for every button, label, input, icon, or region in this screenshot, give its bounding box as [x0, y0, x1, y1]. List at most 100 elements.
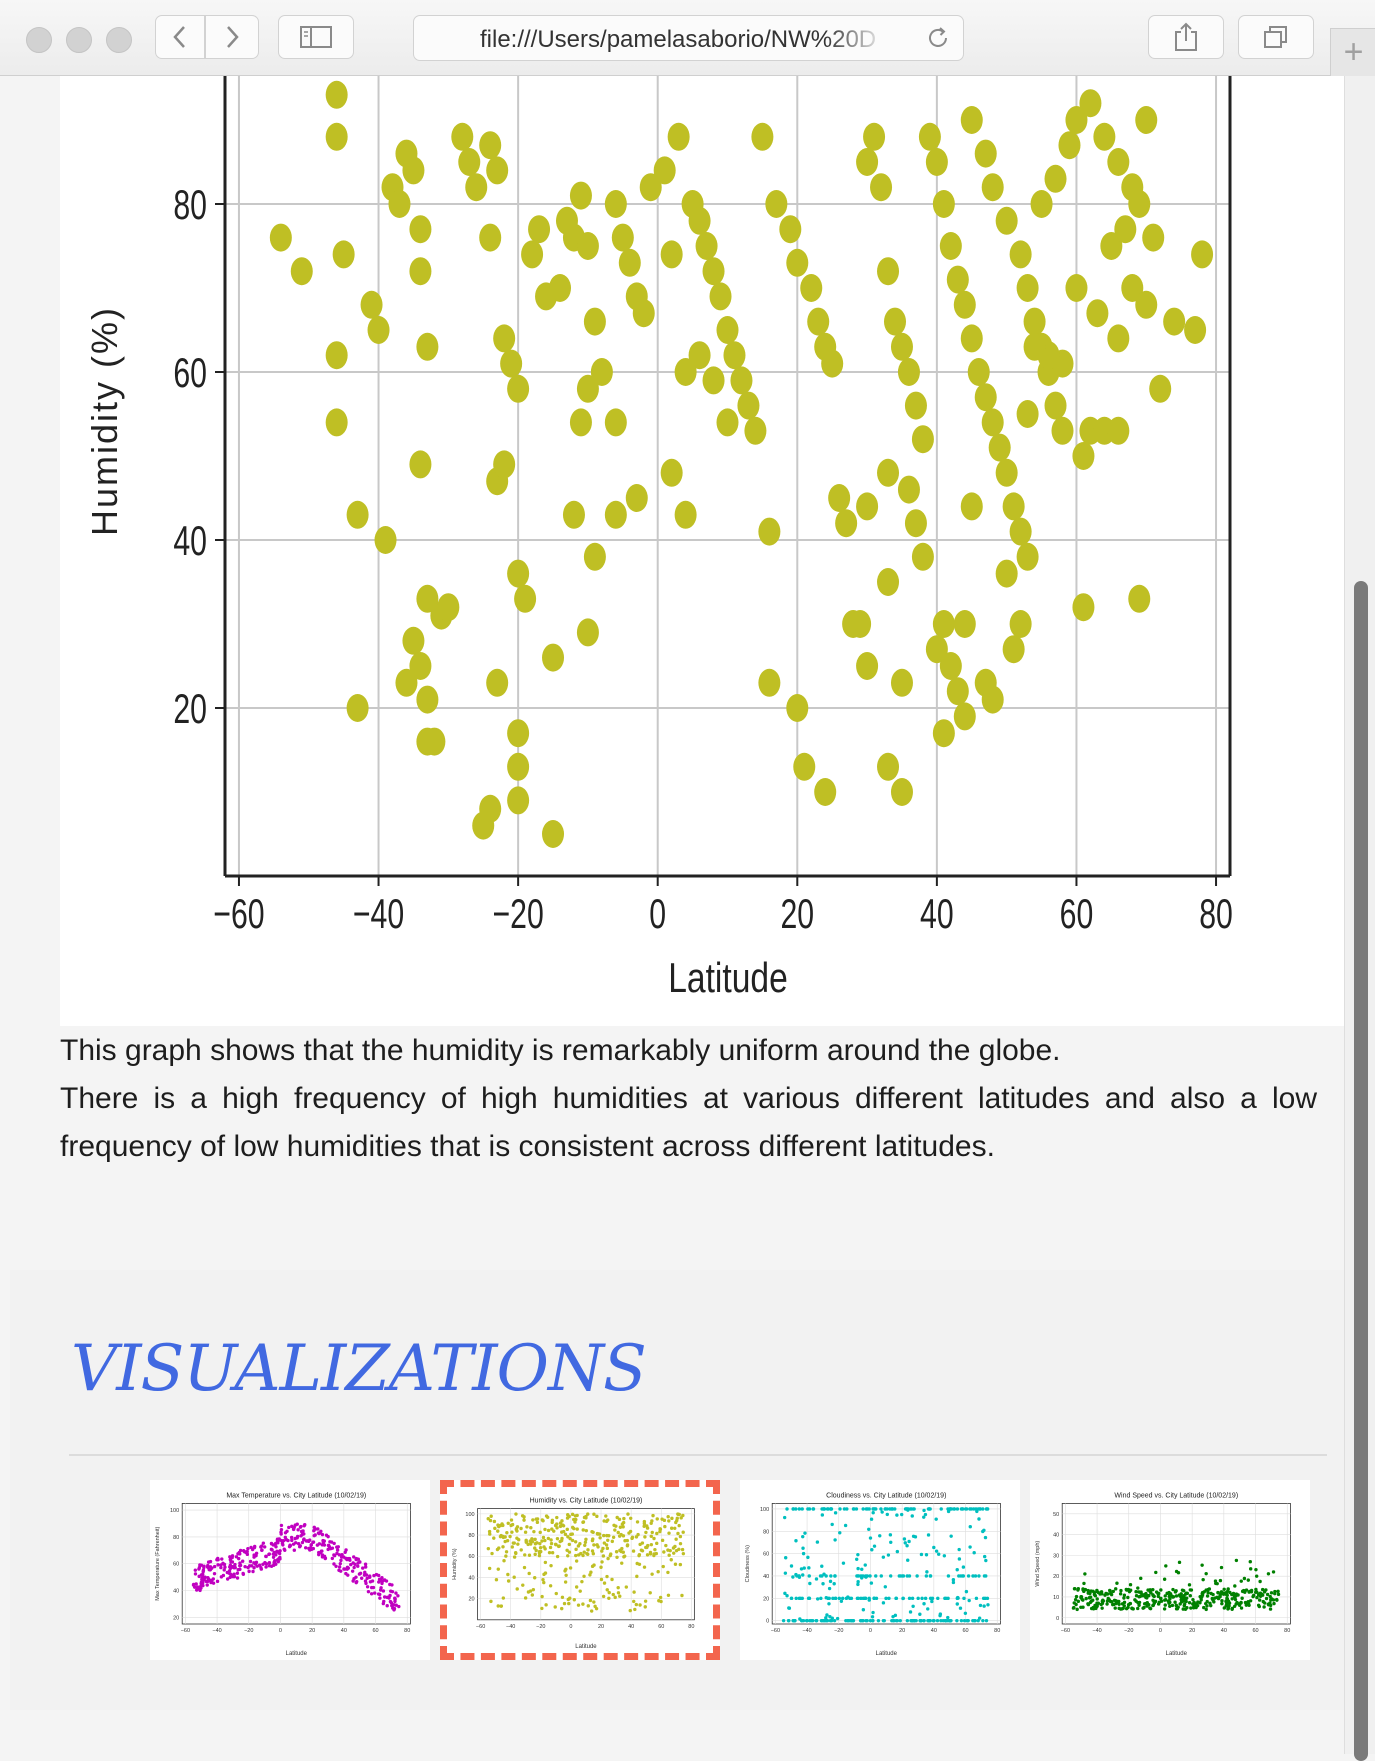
- thumbnail-point: [333, 1553, 337, 1558]
- data-point: [765, 190, 788, 218]
- new-tab-button[interactable]: +: [1330, 28, 1375, 76]
- data-point: [1009, 610, 1032, 638]
- thumbnail-point: [382, 1599, 386, 1604]
- data-point: [325, 408, 348, 437]
- thumbnail-point: [982, 1604, 986, 1608]
- thumbnail-point: [626, 1512, 630, 1516]
- thumbnail-point: [620, 1546, 624, 1551]
- thumbnail-x-tick-label: 20: [1189, 1628, 1195, 1634]
- thumbnail-point: [856, 1552, 860, 1557]
- thumbnail-point: [332, 1562, 336, 1566]
- scrollbar-thumb[interactable]: [1354, 581, 1368, 1761]
- thumbnail-point: [550, 1527, 554, 1531]
- thumbnail-max-temperature[interactable]: Max Temperature vs. City Latitude (10/02…: [150, 1480, 430, 1660]
- thumbnail-point: [555, 1522, 559, 1526]
- thumbnail-point: [537, 1553, 542, 1558]
- back-button[interactable]: [155, 15, 205, 59]
- minimize-window-button[interactable]: [66, 27, 92, 53]
- share-button[interactable]: [1148, 15, 1224, 59]
- thumbnail-point: [595, 1531, 600, 1536]
- x-tick-label: 80: [1199, 890, 1233, 937]
- data-point: [1114, 215, 1137, 244]
- thumbnail-point: [974, 1596, 979, 1601]
- thumbnail-x-tick-label: −20: [834, 1628, 843, 1634]
- thumbnail-point: [572, 1598, 577, 1602]
- tab-overview-button[interactable]: [1238, 15, 1314, 59]
- thumbnail-point: [783, 1571, 788, 1575]
- thumbnail-point: [1184, 1591, 1188, 1595]
- data-point: [493, 324, 516, 353]
- thumbnail-point: [499, 1604, 504, 1608]
- thumbnail-point: [797, 1507, 802, 1511]
- thumbnail-point: [1211, 1598, 1215, 1602]
- thumbnail-point: [237, 1550, 242, 1555]
- thumbnail-point: [555, 1526, 559, 1530]
- thumbnail-point: [590, 1530, 594, 1534]
- thumbnail-plot-area: [771, 1502, 1001, 1625]
- thumbnail-point: [1083, 1572, 1087, 1576]
- reload-icon[interactable]: [925, 25, 951, 51]
- data-point: [542, 820, 565, 848]
- url-fade: [826, 20, 886, 56]
- thumbnail-point: [869, 1517, 874, 1521]
- thumbnail-point: [540, 1594, 544, 1599]
- thumbnail-point: [1222, 1587, 1226, 1591]
- data-point: [1072, 442, 1095, 470]
- thumbnail-point: [961, 1565, 966, 1569]
- thumbnail-point: [501, 1545, 505, 1549]
- thumbnail-point: [602, 1581, 607, 1585]
- thumbnail-point: [855, 1596, 860, 1601]
- thumbnail-y-axis-label: Cloudiness (%): [745, 1545, 751, 1582]
- thumbnail-point: [664, 1543, 668, 1548]
- x-tick-label: −20: [492, 890, 543, 937]
- thumbnail-point: [831, 1596, 835, 1601]
- thumbnail-point: [666, 1570, 670, 1575]
- thumbnail-y-tick-label: 0: [1056, 1616, 1059, 1622]
- thumbnail-point: [253, 1544, 257, 1549]
- thumbnail-point: [564, 1567, 568, 1571]
- thumbnail-point: [833, 1538, 837, 1542]
- thumbnail-humidity[interactable]: Humidity vs. City Latitude (10/02/19) −60…: [440, 1480, 720, 1660]
- thumbnail-point: [582, 1574, 586, 1578]
- thumbnail-point: [910, 1514, 914, 1518]
- thumbnail-cloudiness[interactable]: Cloudiness vs. City Latitude (10/02/19) −…: [740, 1480, 1020, 1660]
- data-point: [1142, 223, 1165, 252]
- vertical-scrollbar[interactable]: [1344, 76, 1375, 1761]
- data-point: [953, 610, 976, 638]
- thumbnail-point: [351, 1579, 355, 1583]
- thumbnail-point: [530, 1593, 535, 1597]
- thumbnail-point: [219, 1565, 223, 1570]
- thumbnail-point: [302, 1537, 306, 1541]
- thumbnail-point: [881, 1555, 886, 1559]
- thumbnail-point: [570, 1525, 575, 1530]
- thumbnail-point: [1208, 1601, 1212, 1605]
- thumbnail-point: [343, 1567, 347, 1571]
- thumbnail-point: [1242, 1576, 1247, 1581]
- thumbnail-point: [830, 1522, 834, 1527]
- thumbnail-point: [924, 1574, 929, 1578]
- thumbnail-wind-speed[interactable]: Wind Speed vs. City Latitude (10/02/19) −…: [1030, 1480, 1310, 1660]
- thumbnail-point: [629, 1516, 633, 1520]
- data-point: [1107, 416, 1130, 445]
- thumbnail-point: [899, 1512, 904, 1517]
- data-point: [856, 492, 879, 521]
- data-point: [604, 190, 627, 218]
- thumbnail-point: [229, 1573, 234, 1577]
- forward-button[interactable]: [205, 15, 259, 59]
- thumbnail-point: [586, 1512, 590, 1516]
- zoom-window-button[interactable]: [106, 27, 132, 53]
- thumbnail-point: [567, 1550, 572, 1554]
- thumbnail-point: [599, 1565, 603, 1569]
- thumbnail-point: [968, 1545, 972, 1549]
- thumbnail-point: [205, 1579, 210, 1584]
- thumbnail-point: [785, 1507, 789, 1511]
- close-window-button[interactable]: [26, 27, 52, 53]
- thumbnail-point: [643, 1599, 648, 1603]
- thumbnail-point: [215, 1557, 220, 1562]
- thumbnail-point: [198, 1563, 202, 1567]
- thumbnail-point: [673, 1544, 677, 1549]
- thumbnail-point: [895, 1618, 900, 1623]
- thumbnail-point: [279, 1532, 283, 1536]
- address-bar[interactable]: file:///Users/pamelasaborio/NW%20D: [413, 15, 964, 61]
- sidebar-toggle-button[interactable]: [278, 15, 354, 59]
